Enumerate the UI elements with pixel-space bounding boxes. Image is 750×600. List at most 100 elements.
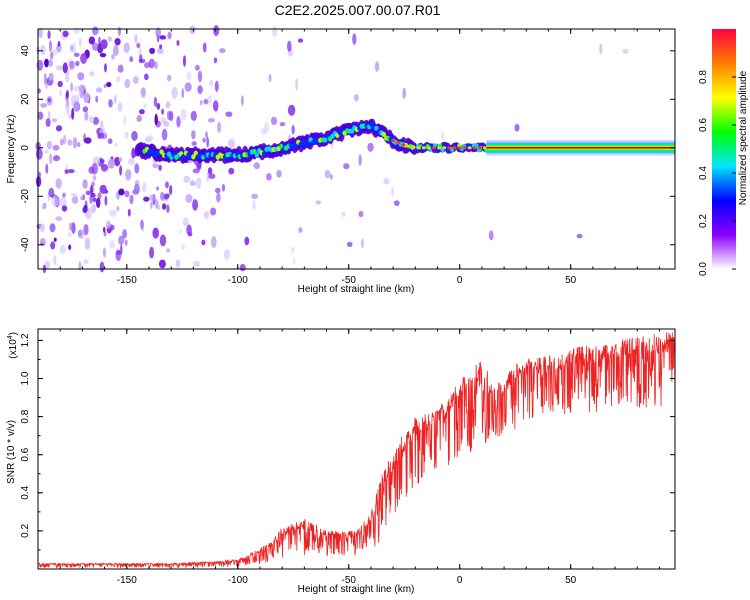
spectrogram-speckle-blob bbox=[197, 70, 203, 83]
spectrogram-speckle-blob bbox=[203, 98, 209, 105]
spectrogram-speckle-blob bbox=[72, 137, 78, 149]
spectrogram-speckle-blob bbox=[159, 35, 167, 40]
spectrogram-speckle-blob bbox=[99, 184, 107, 194]
spectrogram-speckle-blob bbox=[79, 86, 85, 99]
spectrogram-speckle-blob bbox=[99, 261, 105, 273]
spectrogram-speckle-blob bbox=[201, 239, 206, 246]
spectrogram-speckle-blob bbox=[162, 203, 167, 210]
spectrogram-speckle-blob bbox=[185, 194, 193, 203]
spectrogram-speckle-blob bbox=[116, 205, 120, 212]
spectrogram-speckle-blob bbox=[103, 226, 106, 233]
spectrogram-speckle-blob bbox=[57, 40, 61, 47]
spectrogram-speckle-blob bbox=[48, 187, 55, 198]
spectrogram-frame-border bbox=[37, 28, 676, 270]
spectrogram-speckle-blob bbox=[128, 158, 136, 166]
spectrogram-speckle-blob bbox=[83, 224, 89, 236]
spectrogram-speckle-blob bbox=[118, 235, 125, 245]
spectrogram-speckle-blob bbox=[83, 259, 89, 265]
spectrogram-speckle-blob bbox=[100, 39, 108, 50]
snr-scale-label: (x10 bbox=[8, 339, 19, 359]
spectrogram-speckle-blob bbox=[206, 136, 209, 148]
spectrogram-speckle-blob bbox=[197, 85, 203, 95]
spectrogram-speckle-blob bbox=[190, 110, 197, 121]
spectrogram-ridge-core bbox=[254, 152, 259, 158]
spectrogram-speckle-blob bbox=[252, 199, 256, 211]
spectrogram-speckle-blob bbox=[79, 37, 82, 47]
spectrogram-speckle-blob bbox=[315, 200, 322, 205]
spectrogram-speckle-blob bbox=[166, 74, 172, 82]
spectrogram-speckle-blob bbox=[291, 124, 295, 135]
spectrogram-speckle-blob bbox=[163, 121, 170, 127]
spectrogram-speckle-blob bbox=[632, 27, 636, 33]
spectrogram-speckle-blob bbox=[158, 259, 166, 269]
spectrogram-speckle-blob bbox=[341, 211, 346, 217]
spectrogram-speckle-blob bbox=[150, 201, 153, 209]
spectrogram-speckle-blob bbox=[165, 181, 169, 189]
spectrogram-speckle-blob bbox=[107, 138, 113, 144]
spectrogram-speckle-blob bbox=[85, 190, 92, 196]
spectrogram-speckle-blob bbox=[68, 244, 72, 250]
spectrogram-speckle-blob bbox=[168, 110, 174, 122]
spectrogram-ridge-core bbox=[323, 137, 328, 143]
spectrogram-ridge-peak bbox=[421, 146, 426, 150]
spectrogram-speckle-blob bbox=[69, 60, 75, 70]
spectrogram-speckle-blob bbox=[88, 36, 96, 45]
spectrogram-speckle-blob bbox=[91, 203, 96, 214]
spectrogram-speckle-blob bbox=[113, 45, 119, 56]
spectrogram-speckle-blob bbox=[225, 111, 233, 117]
spectrogram-speckle-blob bbox=[95, 197, 101, 208]
spectrogram-speckle-blob bbox=[393, 200, 400, 207]
spectrogram-ridge-peak bbox=[416, 146, 421, 150]
spectrogram-ridge-peak bbox=[411, 145, 416, 149]
snr-y-axis-label: SNR (10 * v/v) bbox=[6, 420, 17, 484]
spectrogram-speckle-blob bbox=[66, 106, 70, 115]
spectrogram-speckle-blob bbox=[48, 72, 54, 81]
spectrogram-speckle-blob bbox=[92, 175, 97, 181]
spectrogram-speckle-blob bbox=[42, 202, 47, 210]
spectrogram-speckle-blob bbox=[143, 196, 150, 202]
spectrogram-speckle-blob bbox=[84, 237, 91, 250]
spectrogram-speckle-blob bbox=[179, 229, 182, 235]
spectrogram-speckle-blob bbox=[35, 176, 42, 188]
spectrogram-speckle-blob bbox=[62, 62, 68, 74]
colorbar-tick-label: 0.4 bbox=[698, 166, 709, 180]
spectrogram-ridge-core bbox=[193, 150, 198, 156]
spectrogram-speckle-blob bbox=[67, 169, 75, 174]
snr-x-tick-label: -100 bbox=[228, 575, 248, 586]
spectrogram-speckle-blob bbox=[287, 104, 296, 116]
spectrogram-speckle-blob bbox=[111, 53, 115, 60]
spectrogram-speckle-blob bbox=[203, 210, 210, 220]
spectrogram-y-tick-label: 20 bbox=[20, 93, 31, 105]
spectrogram-speckle-blob bbox=[118, 157, 122, 162]
spectrogram-speckle-blob bbox=[37, 111, 44, 120]
spectrogram-speckle-blob bbox=[199, 100, 203, 106]
colorbar-ticks: 0.0 0.2 0.4 0.6 0.8 bbox=[698, 70, 736, 276]
spectrogram-speckle-blob bbox=[75, 60, 80, 67]
spectrogram-speckle-blob bbox=[352, 33, 357, 45]
spectrogram-speckle-blob bbox=[84, 137, 92, 144]
colorbar-tick-label: 0.0 bbox=[698, 262, 709, 276]
spectrogram-speckle-blob bbox=[109, 209, 117, 217]
spectrogram-speckle-blob bbox=[206, 171, 209, 183]
spectrogram-speckle-blob bbox=[77, 72, 85, 81]
spectrogram-speckle-blob bbox=[214, 80, 219, 93]
spectrogram-speckle-blob bbox=[155, 199, 159, 210]
spectrogram-speckle-blob bbox=[103, 83, 107, 89]
spectrogram-speckle-blob bbox=[92, 116, 99, 125]
spectrogram-speckle-blob bbox=[97, 132, 105, 139]
snr-y-tick-label: 0.4 bbox=[20, 485, 31, 499]
spectrogram-speckle-blob bbox=[160, 191, 165, 201]
spectrogram-ridge-core bbox=[262, 151, 267, 157]
spectrogram-speckle-blob bbox=[123, 42, 130, 54]
spectrogram-speckle-blob bbox=[182, 217, 189, 227]
spectrogram-speckle-blob bbox=[52, 144, 60, 151]
spectrogram-speckle-blob bbox=[207, 118, 215, 123]
spectrogram-speckle-blob bbox=[209, 79, 214, 87]
spectrogram-speckle-blob bbox=[514, 123, 520, 132]
spectrogram-speckle-blob bbox=[117, 64, 124, 73]
spectrogram-speckle-blob bbox=[124, 78, 131, 89]
spectrogram-speckle-blob bbox=[49, 223, 56, 233]
spectrogram-ridge-peak bbox=[447, 146, 452, 150]
spectrogram-speckle-blob bbox=[97, 192, 102, 200]
spectrogram-x-tick-label: 50 bbox=[565, 275, 577, 286]
